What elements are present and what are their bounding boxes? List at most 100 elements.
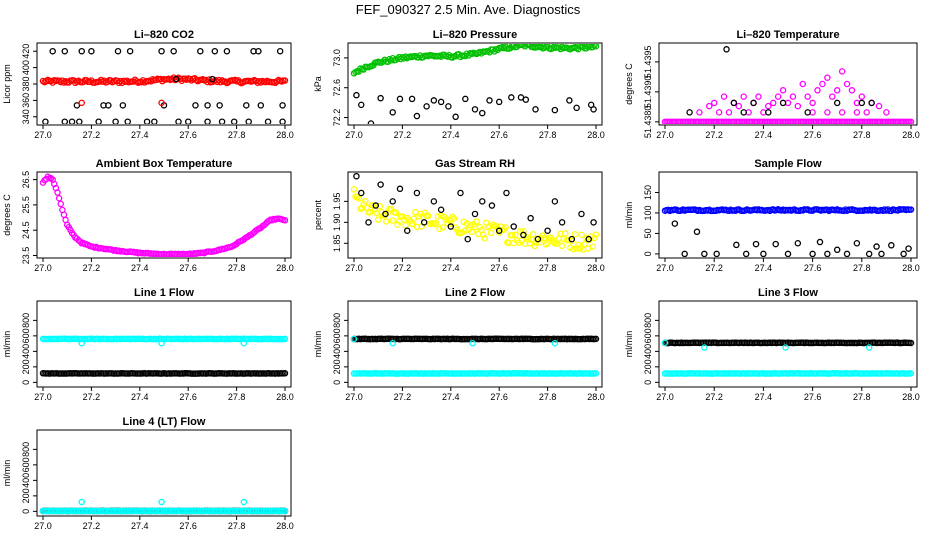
data-point	[804, 93, 811, 100]
data-point	[907, 206, 915, 213]
data-point	[433, 219, 440, 227]
data-point	[508, 94, 515, 101]
y-tick-label: 24.5	[21, 221, 31, 239]
data-point	[211, 47, 219, 55]
data-point	[184, 118, 192, 124]
series-main	[661, 206, 915, 215]
x-tick-label: 27.8	[853, 392, 871, 402]
data-point	[774, 93, 782, 100]
plot-title: Li–820 Temperature	[736, 29, 839, 41]
chart-panel-p8: Line 2 Flow ml/min 27.0 27.2 27.4 27.6 27.8 28.…	[313, 287, 605, 402]
data-point	[73, 102, 81, 109]
x-tick-label: 27.6	[804, 263, 822, 273]
data-point	[216, 102, 223, 109]
data-point	[192, 102, 199, 109]
x-tick-label: 28.0	[276, 521, 294, 531]
data-point	[544, 240, 551, 247]
x-tick-label: 27.0	[345, 263, 363, 273]
data-point	[468, 228, 476, 236]
series-outliers	[42, 47, 286, 124]
chart-panel-p5: Gas Stream RH percent 27.0 27.2 27.4 27.6 27.8…	[313, 158, 605, 273]
data-point	[824, 109, 831, 116]
data-point	[175, 118, 182, 124]
data-point	[888, 242, 895, 249]
data-point	[789, 93, 797, 100]
data-point	[158, 339, 165, 347]
data-point	[434, 213, 442, 220]
chart-panel-p2: Li–820 Pressure kPa 27.0 27.2 27.4 27.6 27.8 28…	[313, 29, 605, 140]
data-point	[255, 47, 262, 55]
data-point	[495, 98, 503, 106]
data-point	[353, 193, 361, 201]
x-tick-label: 27.4	[131, 263, 149, 273]
data-point	[119, 102, 127, 109]
data-point	[382, 210, 389, 218]
x-tick-label: 28.0	[587, 263, 605, 273]
data-point	[566, 97, 573, 104]
data-point	[408, 95, 416, 103]
data-point	[469, 339, 476, 347]
data-point	[907, 339, 915, 347]
data-point	[900, 250, 907, 257]
data-point	[450, 215, 458, 222]
x-tick-label: 27.0	[345, 392, 363, 402]
x-tick-label: 27.2	[83, 521, 101, 531]
data-point	[829, 93, 836, 100]
data-point	[804, 109, 811, 116]
series-dips	[350, 335, 559, 347]
points	[39, 173, 289, 257]
data-point	[578, 210, 585, 218]
x-tick-label: 27.6	[804, 392, 822, 402]
data-point	[358, 101, 365, 109]
data-point	[730, 99, 738, 107]
data-point	[814, 87, 821, 94]
data-point	[772, 240, 779, 248]
data-point	[281, 335, 289, 343]
data-point	[853, 240, 861, 247]
data-point	[568, 235, 576, 243]
data-point	[350, 335, 358, 343]
data-point	[95, 118, 102, 124]
data-point	[878, 250, 885, 257]
chart-panel-p9: Line 3 Flow ml/min 27.0 27.2 27.4 27.6 27.8 28.…	[624, 287, 920, 402]
y-tick-label: 600	[21, 457, 31, 472]
data-point	[799, 80, 807, 88]
data-point	[723, 46, 730, 53]
series-dips	[78, 339, 248, 347]
data-point	[377, 181, 384, 188]
x-tick-label: 27.0	[345, 130, 363, 140]
data-point	[204, 118, 211, 124]
plot-frame	[347, 300, 603, 388]
data-point	[362, 198, 369, 205]
data-point	[701, 250, 708, 257]
points	[39, 498, 289, 515]
data-point	[809, 250, 816, 257]
x-tick-label: 27.6	[179, 263, 197, 273]
data-point	[60, 211, 68, 219]
chart-panel-p7: Line 1 Flow ml/min 27.0 27.2 27.4 27.6 27.8 28.…	[2, 287, 294, 402]
data-point	[824, 250, 831, 257]
data-point	[907, 118, 915, 124]
y-tick-label: 25.5	[21, 196, 31, 214]
x-tick-label: 27.6	[179, 521, 197, 531]
data-point	[402, 222, 409, 229]
data-point	[858, 99, 866, 107]
data-point	[527, 214, 534, 222]
data-point	[460, 218, 467, 226]
data-point	[696, 109, 703, 116]
data-point	[661, 339, 669, 347]
y-tick-label: 200	[21, 488, 31, 503]
data-point	[733, 241, 740, 249]
data-point	[905, 245, 912, 252]
data-point	[592, 44, 600, 50]
data-point	[61, 118, 69, 124]
data-point	[585, 235, 592, 243]
data-point	[578, 231, 585, 239]
data-point	[558, 242, 566, 250]
data-point	[204, 102, 211, 109]
data-point	[353, 91, 360, 99]
data-point	[57, 200, 64, 208]
series-black	[350, 335, 600, 343]
data-point	[389, 198, 396, 205]
data-point	[413, 112, 421, 120]
